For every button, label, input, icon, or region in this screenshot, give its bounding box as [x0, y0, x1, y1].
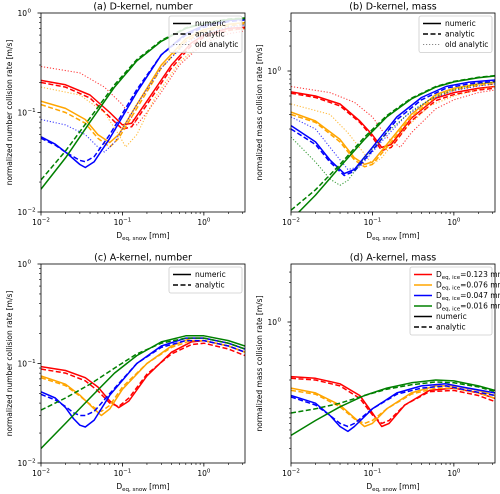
y-tick-label: 10 — [267, 67, 277, 76]
x-axis-label: Deq, snow [mm] — [366, 482, 419, 493]
y-tick-exponent: 0 — [28, 260, 32, 266]
plot-frame — [290, 12, 496, 213]
y-tick-label: 10 — [17, 109, 27, 118]
series-line-12 — [291, 81, 495, 186]
legend-box — [168, 266, 243, 294]
legend-label: numeric — [195, 270, 226, 279]
series-line-2 — [291, 377, 495, 425]
y-tick-label: 10 — [267, 318, 277, 327]
x-tick-label: 10−1 — [114, 469, 132, 479]
series-line-5 — [41, 22, 245, 148]
series-group — [291, 375, 495, 437]
series-line-7 — [291, 379, 495, 437]
x-axis-label: Deq, snow [mm] — [116, 231, 169, 242]
y-tick-exponent: 0 — [278, 67, 282, 73]
x-tick-label: 100 — [197, 469, 211, 479]
y-axis-label: normalized mass collision rate [m/s] — [255, 295, 264, 431]
series-line-3 — [291, 85, 495, 148]
legend-box — [409, 266, 493, 336]
series-group — [291, 74, 495, 212]
series-line-2 — [291, 87, 495, 152]
legend-label: numeric — [445, 19, 476, 28]
series-line-2 — [41, 342, 245, 408]
x-axis-label: Deq, snow [mm] — [116, 482, 169, 493]
series-line-6 — [291, 85, 495, 165]
x-tick-label: 10−2 — [32, 218, 50, 228]
legend-label: Deq, ice=0.016 mm — [436, 302, 500, 313]
x-tick-label: 100 — [197, 218, 211, 228]
y-axis-label: normalized number collision rate [m/s] — [5, 291, 14, 437]
panel-title: (a) D-kernel, number — [93, 2, 192, 13]
panel-title: (c) A-kernel, number — [94, 253, 192, 264]
x-tick-label: 10−1 — [364, 218, 382, 228]
x-tick-label: 10−1 — [364, 469, 382, 479]
legend-label: numeric — [195, 19, 226, 28]
y-tick-exponent: 0 — [278, 318, 282, 324]
legend-box — [168, 15, 243, 53]
series-line-4 — [291, 81, 495, 166]
series-line-5 — [41, 337, 245, 428]
y-axis-label: normalized mass collision rate [m/s] — [255, 44, 264, 180]
legend: numeric analytic — [168, 266, 243, 294]
y-axis-label: normalized number collision rate [m/s] — [5, 40, 14, 186]
series-line-8 — [41, 337, 245, 411]
y-tick-exponent: −1 — [28, 108, 36, 114]
legend-label: old analytic — [445, 40, 488, 49]
legend-label: analytic — [195, 281, 225, 290]
panel-title: (b) D-kernel, mass — [349, 2, 437, 13]
legend-label: analytic — [445, 30, 475, 39]
legend-label: analytic — [195, 30, 225, 39]
y-tick-label: 10 — [17, 360, 27, 369]
y-tick-label: 10 — [17, 459, 27, 468]
legend: Deq, ice=0.123 mmDeq, ice=0.076 mmDeq, i… — [409, 266, 500, 336]
x-tick-label: 100 — [447, 469, 461, 479]
series-line-8 — [291, 80, 495, 177]
legend-label: numeric — [436, 312, 467, 321]
series-line-3 — [41, 337, 245, 417]
series-line-7 — [41, 335, 245, 450]
y-tick-exponent: −1 — [28, 359, 36, 365]
series-line-9 — [291, 83, 495, 171]
series-line-1 — [41, 339, 245, 409]
legend-label: Deq, ice=0.047 mm — [436, 291, 500, 302]
series-line-6 — [41, 339, 245, 417]
plot-frame — [40, 263, 246, 464]
y-tick-exponent: 0 — [28, 9, 32, 15]
x-axis-label: Deq, snow [mm] — [366, 231, 419, 242]
y-tick-label: 10 — [17, 260, 27, 269]
series-group — [41, 335, 245, 450]
x-tick-label: 10−2 — [282, 218, 300, 228]
legend-label: analytic — [436, 323, 466, 332]
y-tick-exponent: −2 — [28, 208, 36, 214]
chart-panel-4: 10−2 10−1 100 10 0 (d) A-kernel, mass Deq, sno… — [255, 253, 500, 494]
chart-panel-2: 10−2 10−1 100 10 0 (b) D-kernel, mass Deq, sno… — [255, 2, 496, 242]
legend-label: Deq, ice=0.123 mm — [436, 270, 500, 281]
x-tick-label: 10−2 — [282, 469, 300, 479]
x-tick-label: 10−1 — [114, 218, 132, 228]
series-line-1 — [291, 85, 495, 149]
series-line-10 — [297, 75, 495, 212]
series-line-1 — [291, 375, 495, 428]
x-tick-label: 10−2 — [32, 469, 50, 479]
legend-label: Deq, ice=0.076 mm — [436, 281, 500, 292]
legend-label: old analytic — [195, 40, 238, 49]
plot-frame — [290, 263, 496, 464]
panel-title: (d) A-kernel, mass — [350, 253, 436, 264]
x-tick-label: 100 — [447, 218, 461, 228]
y-tick-exponent: −2 — [28, 459, 36, 465]
y-tick-label: 10 — [17, 208, 27, 217]
series-line-7 — [291, 79, 495, 175]
y-tick-label: 10 — [17, 9, 27, 18]
legend-box — [418, 15, 493, 53]
